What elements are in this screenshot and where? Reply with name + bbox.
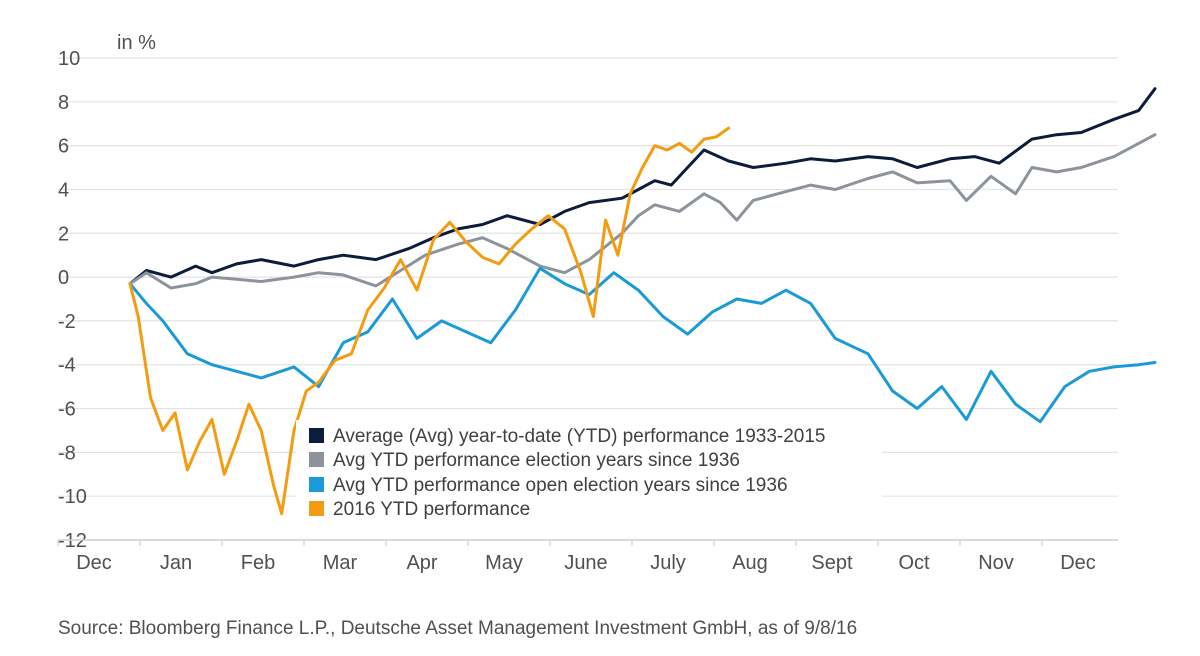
x-axis: Dec Jan Feb Mar Apr May June July Aug Sept Oct Nov D…: [57, 539, 1118, 574]
series-lines: [128, 87, 1157, 516]
y-unit-label: in %: [117, 32, 156, 54]
x-tick-label: Sept: [811, 552, 853, 574]
legend-swatch: [309, 477, 324, 492]
x-tick-label: Jan: [160, 552, 192, 574]
y-tick-label: -2: [58, 311, 76, 333]
legend-item: 2016 YTD performance: [309, 499, 530, 520]
legend-item: Average (Avg) year-to-date (YTD) perform…: [309, 426, 826, 447]
legend-label: 2016 YTD performance: [333, 499, 530, 520]
legend-label: Avg YTD performance open election years …: [333, 475, 788, 496]
x-tick-label: Feb: [241, 552, 275, 574]
y-tick-label: 8: [58, 92, 69, 114]
legend-label: Avg YTD performance election years since…: [333, 450, 740, 471]
x-tick-label: Mar: [323, 552, 358, 574]
line-chart: 10 8 6 4 2 0 -2 -4 -6 -8 -10 -12 in % Dec Jan Feb Mar A…: [57, 32, 1157, 574]
y-tick-label: -4: [58, 355, 76, 377]
legend-swatch: [309, 452, 324, 467]
legend: Average (Avg) year-to-date (YTD) perform…: [296, 420, 882, 526]
x-tick-label: Nov: [978, 552, 1014, 574]
y-axis: 10 8 6 4 2 0 -2 -4 -6 -8 -10 -12: [58, 48, 87, 552]
y-tick-label: -8: [58, 442, 76, 464]
series-line-avg-ytd-performance-open-election-years-since-1936: [128, 266, 1157, 424]
legend-swatch: [309, 428, 324, 443]
legend-background: [296, 420, 882, 526]
x-tick-label: Dec: [76, 552, 112, 574]
x-tick-label: Oct: [898, 552, 930, 574]
x-tick-label: Apr: [406, 552, 437, 574]
y-tick-label: 2: [58, 223, 69, 245]
x-tick-label: June: [564, 552, 607, 574]
series-line-2016-ytd-performance: [128, 126, 731, 516]
x-tick-label: July: [650, 552, 686, 574]
legend-item: Avg YTD performance election years since…: [309, 450, 740, 471]
x-tick-label: Aug: [732, 552, 768, 574]
x-tick-label: May: [485, 552, 523, 574]
y-tick-label: 0: [58, 267, 69, 289]
series-line-avg-ytd-performance-election-years-since-1936: [128, 133, 1157, 290]
series-line-average-avg-year-to-date-ytd-performance-1933-2015: [128, 87, 1157, 286]
y-tick-label: 4: [58, 179, 69, 201]
legend-swatch: [309, 501, 324, 516]
y-tick-label: -12: [58, 530, 87, 552]
legend-item: Avg YTD performance open election years …: [309, 475, 788, 496]
x-tick-label: Dec: [1060, 552, 1096, 574]
legend-label: Average (Avg) year-to-date (YTD) perform…: [333, 426, 826, 447]
y-tick-label: -10: [58, 486, 87, 508]
y-tick-label: 6: [58, 136, 69, 158]
y-tick-label: 10: [58, 48, 80, 70]
y-tick-label: -6: [58, 399, 76, 421]
source-note: Source: Bloomberg Finance L.P., Deutsche…: [58, 618, 858, 639]
